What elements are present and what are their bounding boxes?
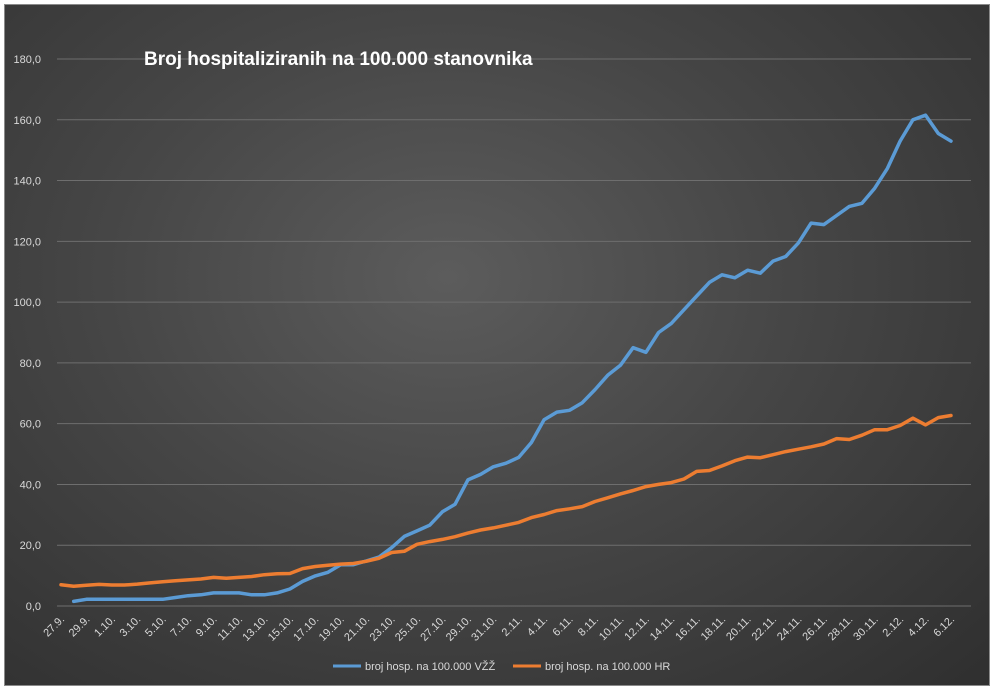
line-chart: 0,0 20,0 40,0 60,0 80,0 100,0 120,0 140,0 160,0 1… bbox=[13, 49, 971, 673]
series-line-hr bbox=[59, 413, 953, 588]
x-tick-label: 23.10. bbox=[368, 614, 398, 644]
y-tick-label: 60,0 bbox=[20, 419, 41, 431]
x-tick-label: 15.10. bbox=[266, 614, 296, 644]
x-tick-label: 1.10. bbox=[92, 614, 118, 640]
x-tick-label: 7.10. bbox=[168, 614, 194, 640]
y-tick-label: 100,0 bbox=[13, 297, 41, 309]
x-tick-label: 27.10. bbox=[418, 614, 448, 644]
x-tick-label: 2.12. bbox=[880, 614, 906, 640]
y-tick-label: 140,0 bbox=[13, 176, 41, 188]
x-tick-label: 11.10. bbox=[216, 614, 246, 644]
gridlines bbox=[57, 58, 971, 607]
y-tick-label: 160,0 bbox=[13, 115, 41, 127]
x-tick-label: 20.11. bbox=[724, 614, 754, 644]
x-tick-label: 21.10. bbox=[342, 614, 372, 644]
chart-title: Broj hospitaliziranih na 100.000 stanovn… bbox=[144, 49, 533, 70]
series-lines bbox=[59, 113, 953, 604]
x-tick-label: 31.10. bbox=[469, 614, 499, 644]
x-tick-label: 6.11. bbox=[550, 614, 575, 639]
x-tick-label: 28.11. bbox=[826, 614, 856, 644]
x-tick-label: 19.10. bbox=[317, 614, 347, 644]
x-tick-label: 18.11. bbox=[699, 614, 729, 644]
series-line-vzz bbox=[71, 113, 953, 604]
x-tick-label: 13.10. bbox=[240, 614, 270, 644]
x-tick-label: 29.10. bbox=[444, 614, 474, 644]
y-tick-label: 40,0 bbox=[20, 479, 41, 491]
y-tick-label: 0,0 bbox=[26, 601, 41, 613]
x-tick-label: 3.10. bbox=[118, 614, 144, 640]
x-tick-label: 5.10. bbox=[143, 614, 169, 640]
legend: broj hosp. na 100.000 VŽŽ broj hosp. na … bbox=[333, 660, 670, 673]
y-tick-label: 120,0 bbox=[13, 236, 41, 248]
x-tick-label: 4.11. bbox=[525, 614, 550, 639]
x-tick-label: 2.11. bbox=[500, 614, 525, 639]
chart-frame: 0,0 20,0 40,0 60,0 80,0 100,0 120,0 140,0 160,0 1… bbox=[4, 4, 990, 686]
x-tick-label: 26.11. bbox=[800, 614, 830, 644]
x-tick-label: 25.10. bbox=[393, 614, 423, 644]
x-tick-label: 22.11. bbox=[750, 614, 780, 644]
y-tick-label: 180,0 bbox=[13, 54, 41, 66]
x-tick-label: 14.11. bbox=[648, 614, 678, 644]
y-tick-label: 80,0 bbox=[20, 358, 41, 370]
x-tick-label: 17.10. bbox=[291, 614, 321, 644]
x-tick-label: 4.12. bbox=[906, 614, 932, 640]
x-tick-label: 16.11. bbox=[673, 614, 703, 644]
x-tick-label: 24.11. bbox=[775, 614, 805, 644]
legend-label-vzz: broj hosp. na 100.000 VŽŽ bbox=[365, 660, 496, 673]
x-tick-label: 12.11. bbox=[622, 614, 652, 644]
legend-label-hr: broj hosp. na 100.000 HR bbox=[545, 661, 670, 673]
y-axis-ticks: 0,0 20,0 40,0 60,0 80,0 100,0 120,0 140,0 160,0 1… bbox=[13, 54, 41, 613]
y-tick-label: 20,0 bbox=[20, 540, 41, 552]
x-tick-label: 6.12. bbox=[931, 614, 957, 640]
x-axis-ticks: 27.9. 29.9. 1.10. 3.10. 5.10. 7.10. 9.10.11.10… bbox=[41, 614, 957, 644]
x-tick-label: 29.9. bbox=[67, 614, 93, 640]
x-tick-label: 10.11. bbox=[597, 614, 627, 644]
x-tick-label: 30.11. bbox=[851, 614, 881, 644]
x-tick-label: 27.9. bbox=[41, 614, 67, 640]
